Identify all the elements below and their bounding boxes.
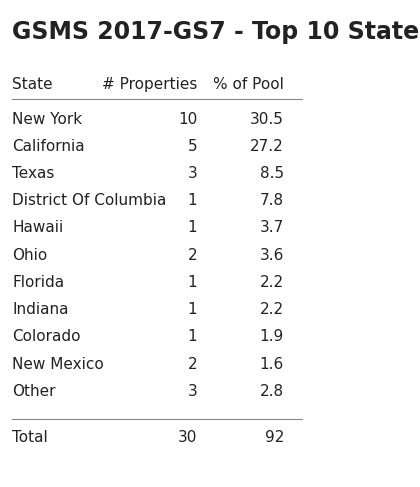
Text: 1: 1 xyxy=(188,329,197,344)
Text: 30.5: 30.5 xyxy=(250,112,284,127)
Text: 3: 3 xyxy=(188,166,197,181)
Text: 2.2: 2.2 xyxy=(260,302,284,317)
Text: Texas: Texas xyxy=(12,166,55,181)
Text: New Mexico: New Mexico xyxy=(12,356,104,372)
Text: 1.9: 1.9 xyxy=(260,329,284,344)
Text: 1: 1 xyxy=(188,221,197,236)
Text: 5: 5 xyxy=(188,139,197,154)
Text: Ohio: Ohio xyxy=(12,248,47,262)
Text: 3.6: 3.6 xyxy=(260,248,284,262)
Text: % of Pool: % of Pool xyxy=(213,77,284,93)
Text: California: California xyxy=(12,139,85,154)
Text: # Properties: # Properties xyxy=(102,77,197,93)
Text: 1: 1 xyxy=(188,193,197,208)
Text: 8.5: 8.5 xyxy=(260,166,284,181)
Text: 2.8: 2.8 xyxy=(260,384,284,399)
Text: District Of Columbia: District Of Columbia xyxy=(12,193,166,208)
Text: 92: 92 xyxy=(265,430,284,445)
Text: 1: 1 xyxy=(188,275,197,290)
Text: Hawaii: Hawaii xyxy=(12,221,63,236)
Text: State: State xyxy=(12,77,52,93)
Text: 3.7: 3.7 xyxy=(260,221,284,236)
Text: Colorado: Colorado xyxy=(12,329,81,344)
Text: 1: 1 xyxy=(188,302,197,317)
Text: 7.8: 7.8 xyxy=(260,193,284,208)
Text: New York: New York xyxy=(12,112,82,127)
Text: Total: Total xyxy=(12,430,48,445)
Text: 1.6: 1.6 xyxy=(260,356,284,372)
Text: 2: 2 xyxy=(188,248,197,262)
Text: Other: Other xyxy=(12,384,55,399)
Text: 2: 2 xyxy=(188,356,197,372)
Text: GSMS 2017-GS7 - Top 10 States: GSMS 2017-GS7 - Top 10 States xyxy=(12,19,420,44)
Text: 27.2: 27.2 xyxy=(250,139,284,154)
Text: 10: 10 xyxy=(178,112,197,127)
Text: 30: 30 xyxy=(178,430,197,445)
Text: 3: 3 xyxy=(188,384,197,399)
Text: 2.2: 2.2 xyxy=(260,275,284,290)
Text: Florida: Florida xyxy=(12,275,64,290)
Text: Indiana: Indiana xyxy=(12,302,68,317)
